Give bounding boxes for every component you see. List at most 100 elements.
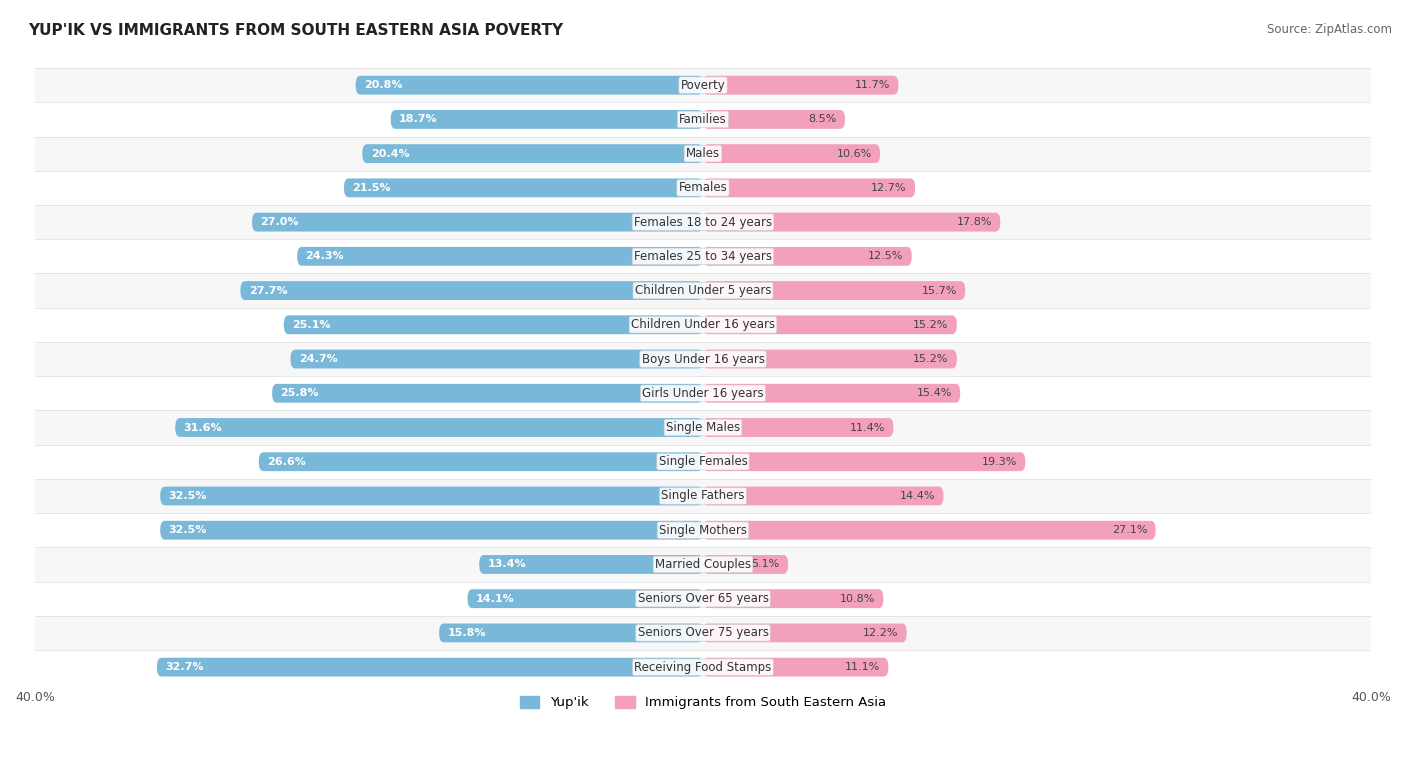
FancyBboxPatch shape	[273, 384, 703, 402]
Bar	[35, 68, 1371, 102]
Text: 27.1%: 27.1%	[1112, 525, 1147, 535]
Text: Receiving Food Stamps: Receiving Food Stamps	[634, 661, 772, 674]
Text: Girls Under 16 years: Girls Under 16 years	[643, 387, 763, 399]
Bar	[35, 136, 1371, 171]
Text: 20.4%: 20.4%	[371, 149, 409, 158]
Text: 10.8%: 10.8%	[839, 594, 875, 603]
Text: 15.8%: 15.8%	[447, 628, 486, 638]
Text: 14.4%: 14.4%	[900, 491, 935, 501]
FancyBboxPatch shape	[703, 315, 957, 334]
Text: 12.7%: 12.7%	[872, 183, 907, 193]
Text: Single Males: Single Males	[666, 421, 740, 434]
FancyBboxPatch shape	[703, 487, 943, 506]
Bar	[35, 102, 1371, 136]
FancyBboxPatch shape	[703, 213, 1000, 231]
Bar	[35, 615, 1371, 650]
Bar	[35, 308, 1371, 342]
FancyBboxPatch shape	[439, 624, 703, 642]
Text: 19.3%: 19.3%	[981, 457, 1017, 467]
FancyBboxPatch shape	[176, 418, 703, 437]
Text: Males: Males	[686, 147, 720, 160]
FancyBboxPatch shape	[240, 281, 703, 300]
Text: Seniors Over 75 years: Seniors Over 75 years	[637, 626, 769, 640]
Text: 10.6%: 10.6%	[837, 149, 872, 158]
Text: Married Couples: Married Couples	[655, 558, 751, 571]
FancyBboxPatch shape	[468, 589, 703, 608]
FancyBboxPatch shape	[703, 178, 915, 197]
Text: 32.7%: 32.7%	[166, 662, 204, 672]
FancyBboxPatch shape	[703, 521, 1156, 540]
Text: Children Under 16 years: Children Under 16 years	[631, 318, 775, 331]
Bar	[35, 547, 1371, 581]
FancyBboxPatch shape	[356, 76, 703, 95]
Text: 20.8%: 20.8%	[364, 80, 402, 90]
Text: 25.8%: 25.8%	[280, 388, 319, 398]
Text: 15.7%: 15.7%	[921, 286, 957, 296]
Bar	[35, 171, 1371, 205]
Bar	[35, 376, 1371, 410]
Text: Females 25 to 34 years: Females 25 to 34 years	[634, 250, 772, 263]
Bar	[35, 445, 1371, 479]
Bar	[35, 581, 1371, 615]
FancyBboxPatch shape	[259, 453, 703, 471]
FancyBboxPatch shape	[703, 418, 893, 437]
FancyBboxPatch shape	[160, 487, 703, 506]
FancyBboxPatch shape	[291, 349, 703, 368]
Text: 32.5%: 32.5%	[169, 491, 207, 501]
Text: Families: Families	[679, 113, 727, 126]
Text: Single Fathers: Single Fathers	[661, 490, 745, 503]
Text: 31.6%: 31.6%	[184, 422, 222, 433]
Text: 17.8%: 17.8%	[956, 217, 993, 227]
Text: 5.1%: 5.1%	[752, 559, 780, 569]
Text: 21.5%: 21.5%	[353, 183, 391, 193]
Text: 11.1%: 11.1%	[845, 662, 880, 672]
Bar	[35, 342, 1371, 376]
Text: 15.2%: 15.2%	[912, 320, 949, 330]
Text: Poverty: Poverty	[681, 79, 725, 92]
Text: Females 18 to 24 years: Females 18 to 24 years	[634, 215, 772, 229]
Text: 12.5%: 12.5%	[868, 252, 904, 262]
Text: Females: Females	[679, 181, 727, 194]
FancyBboxPatch shape	[703, 589, 883, 608]
Bar	[35, 479, 1371, 513]
FancyBboxPatch shape	[703, 624, 907, 642]
Text: Single Mothers: Single Mothers	[659, 524, 747, 537]
FancyBboxPatch shape	[703, 384, 960, 402]
FancyBboxPatch shape	[157, 658, 703, 677]
Text: Single Females: Single Females	[658, 456, 748, 468]
Text: Boys Under 16 years: Boys Under 16 years	[641, 352, 765, 365]
Text: 27.0%: 27.0%	[260, 217, 299, 227]
Text: 8.5%: 8.5%	[808, 114, 837, 124]
Legend: Yup'ik, Immigrants from South Eastern Asia: Yup'ik, Immigrants from South Eastern As…	[515, 691, 891, 715]
Bar	[35, 205, 1371, 240]
FancyBboxPatch shape	[363, 144, 703, 163]
FancyBboxPatch shape	[703, 453, 1025, 471]
Text: 13.4%: 13.4%	[488, 559, 526, 569]
Text: 15.4%: 15.4%	[917, 388, 952, 398]
Text: Seniors Over 65 years: Seniors Over 65 years	[637, 592, 769, 605]
Text: 11.4%: 11.4%	[849, 422, 884, 433]
Text: 32.5%: 32.5%	[169, 525, 207, 535]
Text: 26.6%: 26.6%	[267, 457, 307, 467]
FancyBboxPatch shape	[703, 281, 965, 300]
FancyBboxPatch shape	[703, 110, 845, 129]
FancyBboxPatch shape	[297, 247, 703, 266]
Bar	[35, 240, 1371, 274]
Bar	[35, 274, 1371, 308]
Text: YUP'IK VS IMMIGRANTS FROM SOUTH EASTERN ASIA POVERTY: YUP'IK VS IMMIGRANTS FROM SOUTH EASTERN …	[28, 23, 564, 38]
Text: 24.7%: 24.7%	[299, 354, 337, 364]
FancyBboxPatch shape	[703, 349, 957, 368]
FancyBboxPatch shape	[344, 178, 703, 197]
Bar	[35, 650, 1371, 684]
FancyBboxPatch shape	[479, 555, 703, 574]
Text: 15.2%: 15.2%	[912, 354, 949, 364]
Text: Children Under 5 years: Children Under 5 years	[634, 284, 772, 297]
Text: Source: ZipAtlas.com: Source: ZipAtlas.com	[1267, 23, 1392, 36]
Text: 12.2%: 12.2%	[863, 628, 898, 638]
FancyBboxPatch shape	[160, 521, 703, 540]
Bar	[35, 513, 1371, 547]
Text: 24.3%: 24.3%	[305, 252, 344, 262]
FancyBboxPatch shape	[252, 213, 703, 231]
Text: 11.7%: 11.7%	[855, 80, 890, 90]
FancyBboxPatch shape	[703, 658, 889, 677]
